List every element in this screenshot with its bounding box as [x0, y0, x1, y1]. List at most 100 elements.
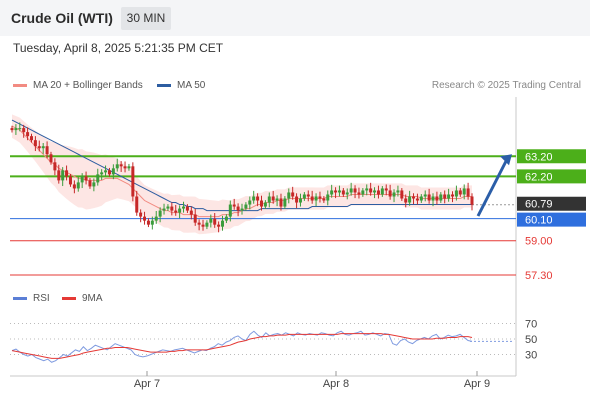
- candle: [263, 200, 267, 209]
- candle: [193, 208, 197, 226]
- candle: [252, 190, 256, 204]
- candle: [287, 188, 291, 204]
- candle-body: [80, 176, 84, 183]
- timestamp: Tuesday, April 8, 2025 5:21:35 PM CET: [13, 41, 224, 55]
- candle-body: [322, 198, 326, 201]
- candle: [415, 193, 419, 205]
- candle-body: [419, 196, 423, 201]
- timeframe-badge[interactable]: 30 MIN: [121, 7, 171, 30]
- candle-body: [373, 190, 377, 193]
- candle: [380, 186, 384, 197]
- candle: [100, 169, 104, 180]
- candle-body: [279, 198, 283, 207]
- candle: [345, 188, 349, 200]
- candle-body: [88, 180, 92, 187]
- candle: [65, 165, 69, 181]
- candle-body: [92, 182, 96, 187]
- candle-body: [33, 140, 37, 147]
- candle: [275, 195, 279, 207]
- candle-body: [353, 188, 357, 193]
- candle: [295, 193, 299, 209]
- candle: [111, 164, 115, 180]
- legend-ma20: MA 20 + Bollinger Bands: [13, 80, 143, 91]
- candle-body: [259, 200, 263, 207]
- candle-body: [388, 190, 392, 197]
- candle-body: [143, 216, 147, 221]
- candle: [104, 165, 108, 177]
- candle: [45, 141, 49, 159]
- candle-body: [37, 146, 41, 149]
- candle: [197, 219, 201, 231]
- candle: [68, 173, 72, 187]
- research-credit: Research © 2025 Trading Central: [431, 80, 581, 91]
- level-label-text: 60.10: [525, 215, 553, 227]
- candle-body: [170, 206, 174, 211]
- rsi-tick-50: 50: [525, 334, 537, 346]
- level-label-box: [517, 149, 586, 164]
- candle-body: [298, 198, 302, 203]
- candle: [310, 190, 314, 204]
- candle-body: [115, 164, 119, 169]
- candle: [146, 218, 150, 228]
- x-tick-label: Apr 8: [323, 378, 349, 390]
- rsi-tick-30: 30: [525, 350, 537, 362]
- candle: [37, 140, 41, 152]
- candle: [88, 177, 92, 189]
- candle-body: [384, 188, 388, 191]
- candle-body: [162, 208, 166, 211]
- candle: [384, 184, 388, 196]
- candle-body: [447, 194, 451, 199]
- candle-body: [217, 224, 221, 227]
- candle-body: [361, 190, 365, 195]
- candle: [291, 186, 295, 200]
- candle: [267, 192, 271, 208]
- candle: [256, 193, 260, 207]
- candle: [306, 190, 310, 202]
- level-labels: 63.20 62.20 60.79 60.10 59.00 57.30: [517, 149, 586, 282]
- candle: [236, 203, 240, 217]
- candle-body: [14, 128, 18, 131]
- candle: [154, 210, 158, 224]
- level-label-60-10: 60.10: [517, 212, 586, 227]
- candle: [76, 176, 80, 192]
- candle-body: [72, 184, 76, 189]
- candle-body: [107, 170, 111, 175]
- candle-body: [271, 196, 275, 201]
- candle: [10, 125, 14, 133]
- legend-9ma-label: 9MA: [82, 293, 103, 304]
- candle-body: [119, 164, 123, 167]
- candle: [298, 193, 302, 207]
- candle-body: [205, 222, 209, 227]
- candle-body: [76, 182, 80, 189]
- candle: [228, 200, 232, 222]
- candle: [451, 191, 455, 203]
- candle-body: [287, 192, 291, 199]
- candle-body: [458, 190, 462, 195]
- candle: [127, 163, 131, 171]
- candle: [224, 214, 228, 224]
- candle-body: [412, 196, 416, 199]
- candle: [29, 133, 33, 143]
- candle: [61, 167, 65, 187]
- candle: [419, 194, 423, 203]
- candle: [49, 151, 53, 165]
- candle-body: [182, 206, 186, 209]
- candle: [404, 194, 408, 208]
- candle: [466, 182, 470, 200]
- candle: [326, 190, 330, 206]
- candle-body: [334, 190, 338, 193]
- candle-body: [306, 194, 310, 197]
- candle-body: [240, 208, 244, 211]
- candle: [72, 180, 76, 194]
- candle-body: [295, 196, 299, 203]
- forecast-arrow-shaft: [476, 158, 509, 217]
- candle: [174, 204, 178, 216]
- candle-body: [201, 224, 205, 227]
- candle-body: [283, 198, 287, 207]
- candle: [53, 158, 57, 176]
- candle-body: [244, 204, 248, 209]
- level-label-text: 60.79: [525, 199, 553, 211]
- candle: [447, 188, 451, 202]
- candle-body: [123, 166, 127, 169]
